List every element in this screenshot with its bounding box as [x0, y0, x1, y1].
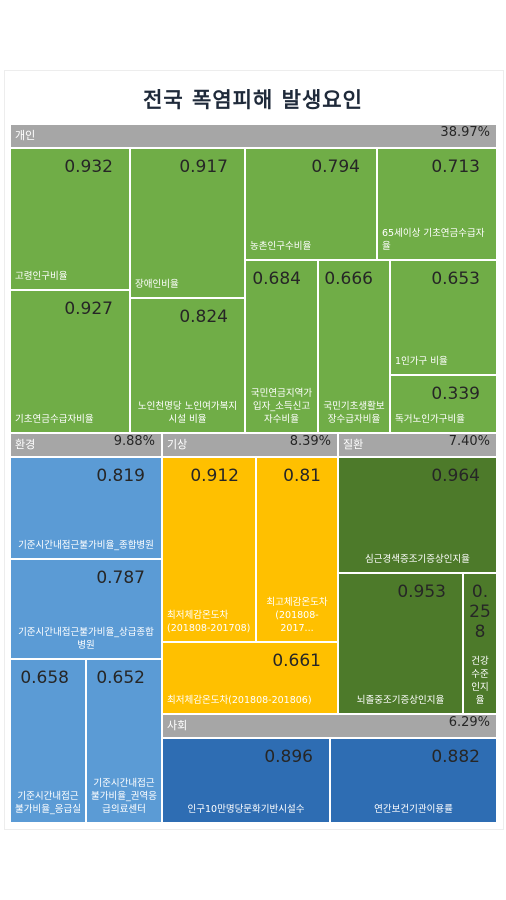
treemap-cell: 0.339 독거노인가구비율: [390, 375, 497, 433]
group-name: 질환: [343, 438, 364, 451]
cell-label: 뇌졸중조기증상인지율: [356, 695, 445, 706]
treemap-cell: 0.912 최저체감온도차(201808-201708): [162, 457, 256, 642]
cell-label: 연간보건기관이용률: [374, 804, 453, 815]
cell-value: 0.882: [431, 747, 480, 767]
treemap-cell: 0.81 최고체감온도차(201808-2017...: [256, 457, 338, 642]
cell-label: 노인천명당 노인여가복지시설 비율: [137, 401, 238, 425]
cell-label: 최고체감온도차(201808-2017...: [266, 597, 328, 634]
treemap-cell: 0.684 국민연금지역가입자_소득신고자수비율: [245, 260, 318, 433]
treemap-cell: 0.819 기준시간내접근불가비율_종합병원: [10, 457, 162, 559]
cell-label: 기준시간내접근불가비율_종합병원: [18, 540, 154, 551]
cell-label: 심근경색증조기증상인지율: [365, 554, 470, 565]
cell-value: 0.787: [96, 568, 145, 588]
treemap-cell: 0.953 뇌졸중조기증상인지율: [338, 573, 463, 714]
cell-label: 독거노인가구비율: [395, 414, 465, 425]
cell-value: 0.653: [431, 269, 480, 289]
treemap-cell: 0.666 국민기초생활보장수급자비율: [318, 260, 390, 433]
cell-label: 인구10만명당문화기반시설수: [187, 804, 305, 815]
treemap-cell: 0.794 농촌인구수비율: [245, 148, 377, 260]
treemap-cell: 0.964 심근경색증조기증상인지율: [338, 457, 497, 573]
cell-value: 0.896: [264, 747, 313, 767]
cell-label: 농촌인구수비율: [250, 241, 312, 252]
cell-value: 0.81: [283, 466, 321, 486]
cell-value: 0.824: [179, 307, 228, 327]
group-header: 개인 38.97%: [10, 124, 497, 148]
group-header: 질환 7.40%: [338, 433, 497, 457]
cell-value: 0.652: [96, 668, 145, 688]
cell-label: 최저체감온도차(201808-201708): [167, 610, 251, 634]
cell-label: 건강수준인지율: [471, 656, 489, 706]
cell-label: 국민연금지역가입자_소득신고자수비율: [250, 388, 313, 425]
cell-value: 0.964: [431, 466, 480, 486]
treemap-cell: 0.787 기준시간내접근불가비율_상급종합병원: [10, 559, 162, 659]
treemap-cell: 0.917 장애인비율: [130, 148, 245, 298]
group-name: 환경: [15, 438, 36, 451]
cell-label: 고령인구비율: [15, 271, 68, 282]
cell-value: 0.666: [324, 269, 373, 289]
treemap-cell: 0.824 노인천명당 노인여가복지시설 비율: [130, 298, 245, 433]
cell-value: 0.917: [179, 157, 228, 177]
group-percent: 38.97%: [440, 125, 490, 140]
treemap-cell: 0.932 고령인구비율: [10, 148, 130, 290]
cell-value: 0.684: [252, 269, 301, 289]
treemap-cell: 0.658 기준시간내접근불가비율_응급실: [10, 659, 86, 823]
cell-value: 0.927: [64, 299, 113, 319]
treemap-cell: 0.882 연간보건기관이용률: [330, 738, 497, 823]
group-header: 사회 6.29%: [162, 714, 497, 738]
cell-value: 0.794: [311, 157, 360, 177]
cell-label: 기초연금수급자비율: [15, 414, 94, 425]
cell-value: 0.932: [64, 157, 113, 177]
group-header: 기상 8.39%: [162, 433, 338, 457]
group-header: 환경 9.88%: [10, 433, 162, 457]
cell-label: 장애인비율: [135, 279, 179, 290]
cell-label: 국민기초생활보장수급자비율: [323, 401, 385, 425]
treemap-cell: 0.713 65세이상 기초연금수급자율: [377, 148, 497, 260]
cell-label: 65세이상 기초연금수급자율: [382, 228, 485, 252]
group-name: 사회: [167, 719, 188, 732]
cell-value: 0.953: [397, 582, 446, 602]
treemap-cell: 0.661 최저체감온도차(201808-201806): [162, 642, 338, 714]
cell-value: 0.258: [469, 582, 491, 642]
cell-value: 0.658: [20, 668, 69, 688]
group-percent: 8.39%: [289, 434, 331, 449]
treemap-cell: 0.896 인구10만명당문화기반시설수: [162, 738, 330, 823]
group-percent: 7.40%: [448, 434, 490, 449]
cell-value: 0.819: [96, 466, 145, 486]
cell-label: 기준시간내접근불가비율_응급실: [15, 791, 81, 815]
treemap-cell: 0.653 1인가구 비율: [390, 260, 497, 375]
group-name: 개인: [15, 129, 36, 142]
cell-label: 최저체감온도차(201808-201806): [167, 695, 312, 706]
group-percent: 6.29%: [448, 715, 490, 730]
cell-label: 기준시간내접근불가비율_권역응급의료센터: [91, 778, 157, 815]
chart-title: 전국 폭염피해 발생요인: [143, 88, 363, 112]
cell-value: 0.713: [431, 157, 480, 177]
cell-label: 1인가구 비율: [395, 356, 448, 367]
group-name: 기상: [167, 438, 188, 451]
cell-value: 0.661: [272, 651, 321, 671]
treemap-cell: 0.927 기초연금수급자비율: [10, 290, 130, 433]
treemap-cell: 0.652 기준시간내접근불가비율_권역응급의료센터: [86, 659, 162, 823]
cell-label: 기준시간내접근불가비율_상급종합병원: [18, 627, 154, 651]
cell-value: 0.912: [190, 466, 239, 486]
treemap-cell: 0.258 건강수준인지율: [463, 573, 497, 714]
cell-value: 0.339: [431, 384, 480, 404]
group-percent: 9.88%: [113, 434, 155, 449]
